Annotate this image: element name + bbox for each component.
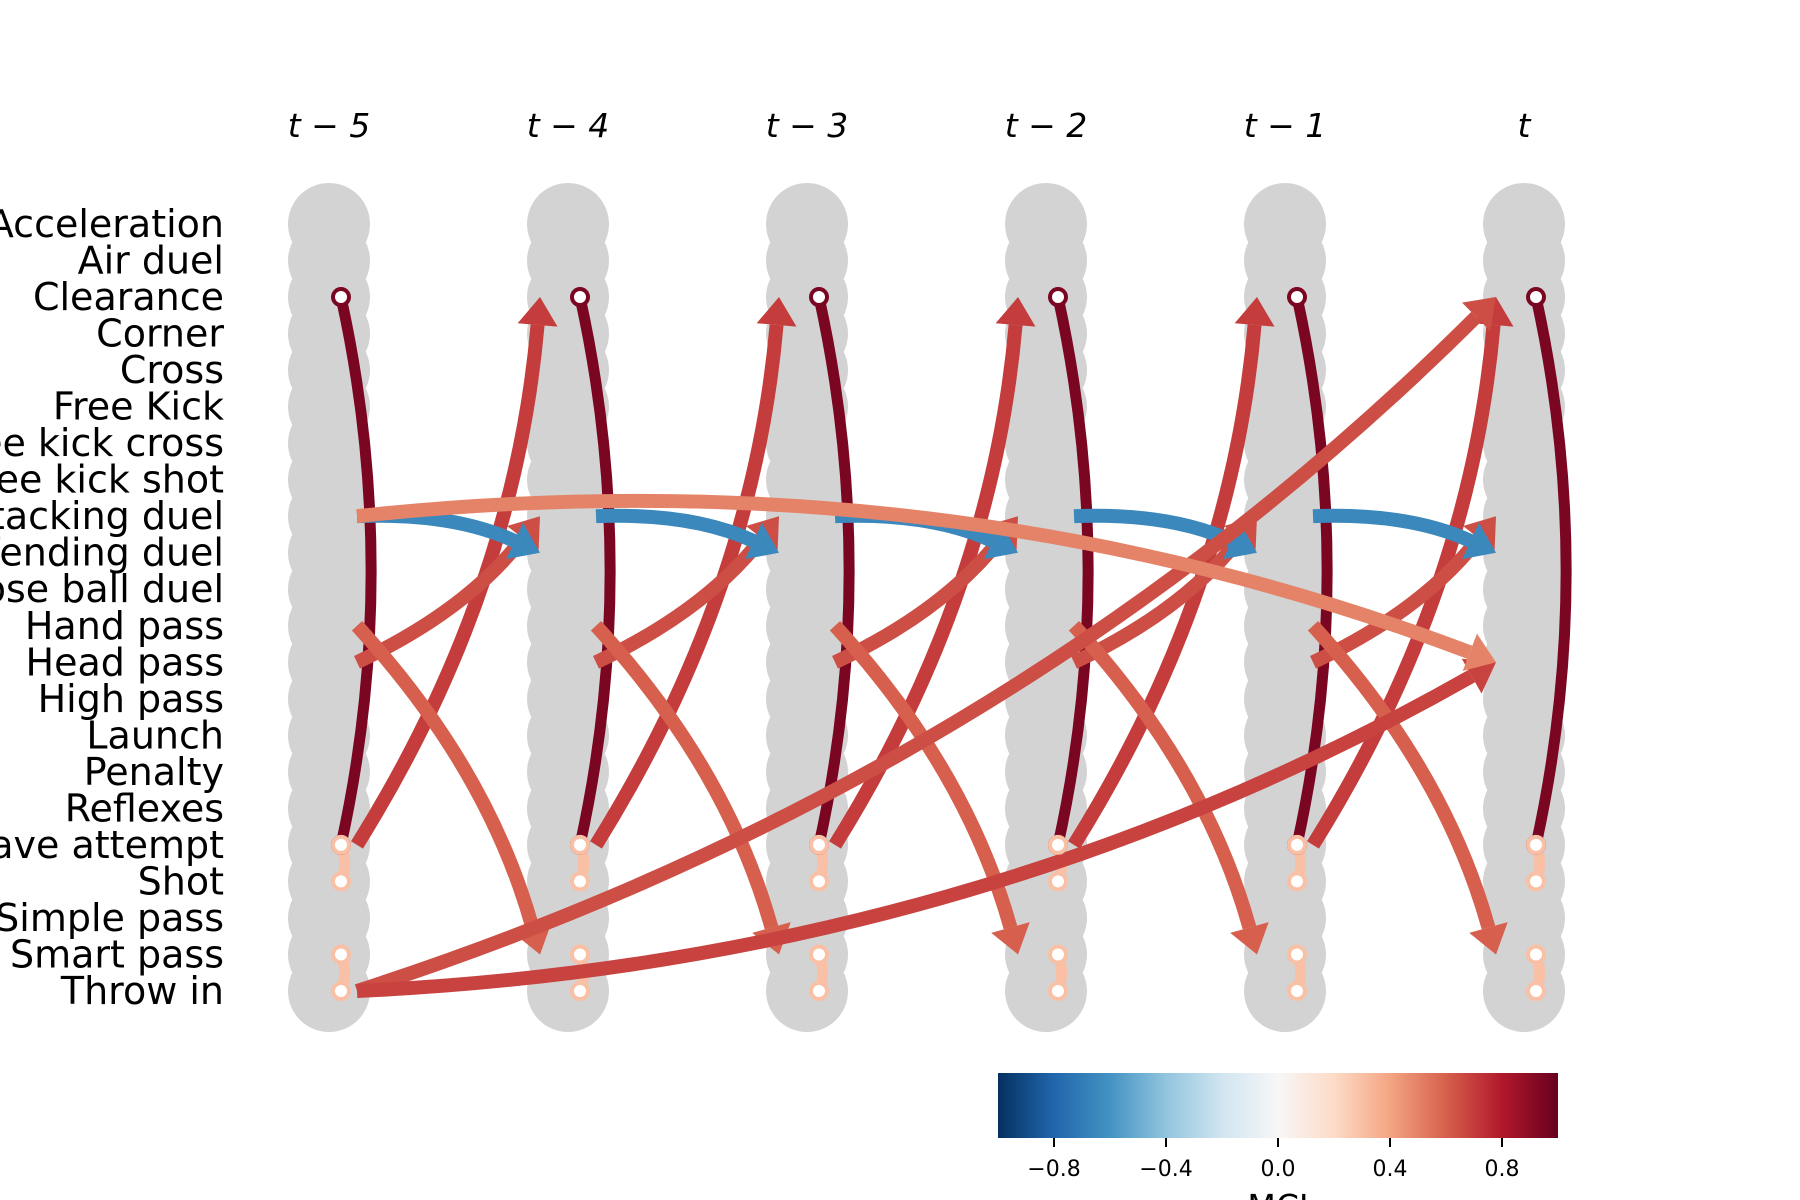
node-marker bbox=[1050, 983, 1066, 999]
node-marker bbox=[572, 983, 588, 999]
colorbar-title: MCI bbox=[1247, 1187, 1308, 1200]
colorbar-tick-label: 0.0 bbox=[1261, 1157, 1296, 1182]
node-marker bbox=[1289, 873, 1305, 889]
node-marker bbox=[1528, 837, 1544, 853]
node-marker bbox=[333, 289, 349, 305]
node-marker bbox=[1528, 946, 1544, 962]
node-marker bbox=[1289, 946, 1305, 962]
time-label: t − 4 bbox=[527, 106, 610, 145]
node-marker bbox=[1528, 289, 1544, 305]
lagged-link bbox=[596, 516, 754, 541]
node-marker bbox=[1050, 837, 1066, 853]
node-marker bbox=[572, 289, 588, 305]
node-marker bbox=[811, 873, 827, 889]
colorbar-tick-label: 0.4 bbox=[1373, 1157, 1408, 1182]
node-marker bbox=[1050, 873, 1066, 889]
node-bubble bbox=[1244, 950, 1326, 1032]
node-marker bbox=[1528, 983, 1544, 999]
lagged-link bbox=[1313, 516, 1471, 541]
lagged-link bbox=[596, 325, 777, 845]
colorbar: −0.8 −0.4 0.0 0.4 0.8 MCI bbox=[998, 1073, 1558, 1200]
node-marker bbox=[1289, 983, 1305, 999]
node-marker bbox=[333, 946, 349, 962]
lagged-link bbox=[835, 325, 1016, 845]
node-marker bbox=[572, 946, 588, 962]
node-marker bbox=[1528, 873, 1544, 889]
node-column bbox=[288, 183, 370, 1032]
node-marker bbox=[1289, 289, 1305, 305]
node-marker bbox=[811, 946, 827, 962]
node-marker bbox=[572, 837, 588, 853]
time-label: t − 1 bbox=[1244, 106, 1327, 145]
node-bubble bbox=[1483, 950, 1565, 1032]
colorbar-tick-label: 0.8 bbox=[1485, 1157, 1520, 1182]
node-marker bbox=[1050, 946, 1066, 962]
lagged-link bbox=[1074, 516, 1232, 541]
node-marker bbox=[333, 983, 349, 999]
node-marker bbox=[333, 837, 349, 853]
time-label: t − 3 bbox=[766, 106, 849, 145]
node-marker bbox=[811, 983, 827, 999]
time-label: t − 2 bbox=[1005, 106, 1088, 145]
link-layer bbox=[341, 297, 1566, 991]
node-marker bbox=[1289, 837, 1305, 853]
node-bubble bbox=[766, 950, 848, 1032]
variable-label: Throw in bbox=[60, 969, 224, 1013]
time-label: t − 5 bbox=[288, 106, 371, 145]
node-marker bbox=[811, 837, 827, 853]
colorbar-tick-label: −0.8 bbox=[1027, 1157, 1080, 1182]
node-marker bbox=[1050, 289, 1066, 305]
time-lag-labels: t − 5 t − 4 t − 3 t − 2 t − 1 t bbox=[288, 106, 1532, 145]
node-bubble bbox=[527, 950, 609, 1032]
time-label: t bbox=[1518, 106, 1532, 145]
lagged-link bbox=[357, 325, 538, 845]
lagged-link bbox=[1313, 325, 1494, 845]
node-bubble bbox=[1005, 950, 1087, 1032]
node-marker bbox=[333, 873, 349, 889]
node-marker bbox=[572, 873, 588, 889]
colorbar-tick-label: −0.4 bbox=[1139, 1157, 1192, 1182]
colorbar-ticks: −0.8 −0.4 0.0 0.4 0.8 bbox=[1027, 1138, 1519, 1182]
colorbar-gradient bbox=[998, 1073, 1558, 1138]
node-marker bbox=[811, 289, 827, 305]
